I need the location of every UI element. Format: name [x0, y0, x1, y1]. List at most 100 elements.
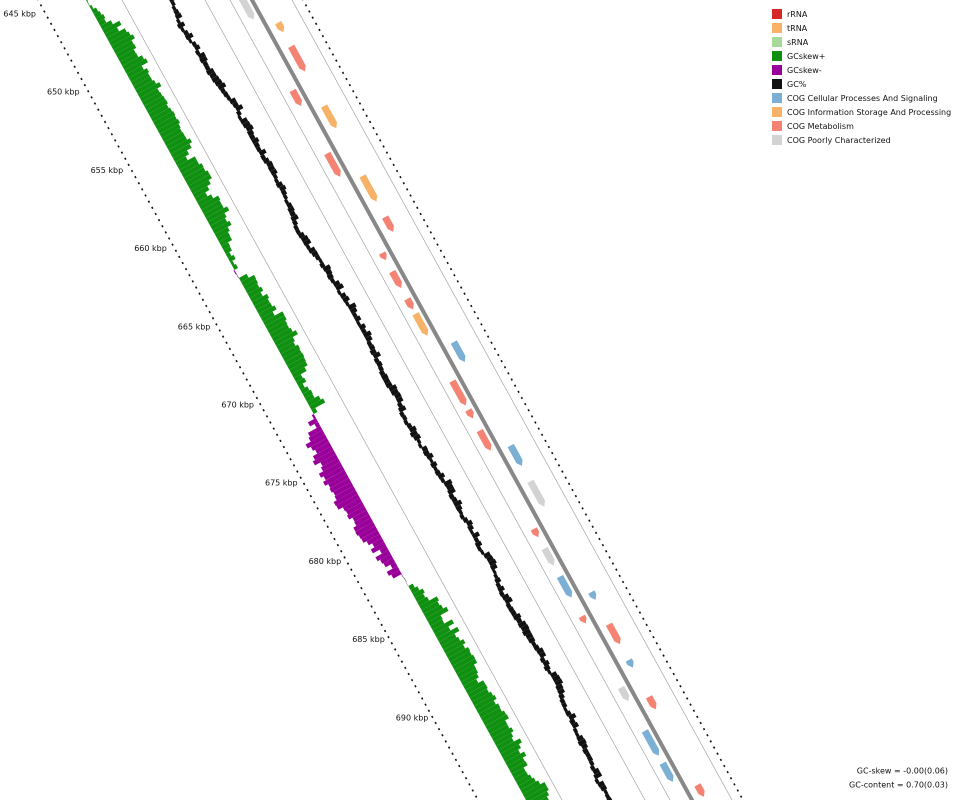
gc-content: [273, 178, 280, 184]
gc-skew: [476, 700, 496, 714]
gc-skew-stat: GC-skew = -0.00(0.06): [857, 767, 948, 776]
feature: [450, 340, 466, 362]
gc-content: [599, 784, 608, 792]
axis-label: 650 kbp: [47, 88, 80, 97]
gc-skew: [458, 668, 479, 682]
gc-skew: [247, 286, 264, 298]
gc-content: [266, 160, 274, 168]
legend-label: COG Metabolism: [787, 122, 854, 131]
gc-content: [448, 493, 455, 500]
gc-content: [432, 465, 439, 472]
gc-content: [476, 545, 483, 552]
gc-skew: [86, 0, 89, 2]
legend-swatch: [772, 65, 782, 75]
gc-content: [286, 202, 293, 209]
gc-skew: [465, 680, 486, 694]
gc-content: [416, 438, 422, 445]
track-line: [229, 0, 671, 800]
gc-skew: [144, 95, 166, 110]
gc-skew: [205, 206, 230, 222]
feature: [645, 695, 657, 710]
gc-content: [536, 647, 545, 655]
gc-content: [471, 531, 481, 539]
gc-skew: [305, 434, 327, 449]
gc-content: [538, 651, 547, 659]
gc-content: [542, 659, 550, 667]
gc-skew: [249, 292, 263, 302]
gc-skew: [190, 180, 211, 194]
gc-content: [592, 767, 600, 775]
gc-skew: [509, 761, 528, 774]
gc-skew: [280, 344, 301, 358]
gc-skew: [137, 82, 162, 98]
gc-content: [234, 104, 244, 112]
gc-skew: [472, 691, 494, 706]
gc-skew: [524, 786, 549, 800]
gc-content: [557, 687, 566, 695]
gc-content: [417, 443, 423, 449]
gc-skew: [379, 546, 389, 554]
gc-skew: [172, 150, 190, 162]
axis-labels: 645 kbp 650 kbp 655 kbp 660 kbp 665 kbp 670 k…: [3, 10, 428, 723]
gc-skew: [366, 534, 382, 546]
gc-content: [197, 51, 206, 60]
gc-content: [235, 110, 242, 117]
gc-skew: [115, 43, 137, 58]
gc-skew: [307, 418, 319, 427]
gc-content: [539, 656, 546, 663]
gc-skew: [201, 200, 222, 214]
gc-content: [520, 624, 530, 632]
gc-content: [395, 396, 404, 404]
feature: [412, 312, 429, 336]
gc-content: [307, 246, 317, 254]
gc-content: [428, 457, 434, 464]
gc-content: [465, 519, 474, 527]
gc-content: [437, 472, 446, 480]
gc-content: [326, 273, 334, 280]
gc-content: [239, 117, 249, 125]
gc-content: [169, 0, 175, 3]
gc-content: [253, 141, 261, 149]
gc-content: [569, 718, 576, 725]
gc-content: [525, 632, 534, 640]
feature: [625, 658, 634, 668]
gc-skew: [507, 757, 525, 770]
gc-content: [225, 95, 232, 101]
legend-label: COG Cellular Processes And Signaling: [787, 94, 938, 103]
gc-skew: [287, 356, 306, 370]
gc-content: [552, 674, 561, 683]
gc-content: [445, 483, 454, 491]
gc-content: [501, 593, 510, 601]
gc-content: [209, 71, 217, 79]
legend-label: COG Poorly Characterized: [787, 136, 891, 145]
gc-skew: [194, 192, 208, 202]
feature: [588, 590, 597, 600]
gc-content: [574, 731, 580, 738]
gc-skew: [478, 703, 501, 718]
legend-label: GCskew+: [787, 52, 825, 61]
gc-content: [378, 369, 386, 377]
gc-content: [604, 793, 611, 800]
gc-content: [347, 302, 357, 311]
gc-skew: [106, 28, 127, 42]
gc-skew: [175, 156, 188, 166]
gc-skew: [430, 619, 445, 630]
gc-content: [175, 18, 182, 25]
gc-skew: [511, 767, 526, 778]
gc-content: [278, 184, 287, 192]
gc-skew: [494, 732, 514, 746]
gc-skew: [347, 506, 367, 520]
gc-skew: [245, 283, 260, 294]
gc-skew: [100, 20, 113, 30]
gc-content: [335, 283, 345, 291]
gc-content: [543, 664, 551, 672]
gc-content: [498, 590, 505, 597]
gc-content: [246, 129, 255, 137]
gc-skew: [496, 737, 514, 750]
gc-skew: [502, 749, 521, 762]
gc-skew: [311, 414, 316, 420]
feature: [541, 546, 555, 566]
gc-content: [455, 504, 463, 512]
gc-content: [368, 344, 376, 351]
